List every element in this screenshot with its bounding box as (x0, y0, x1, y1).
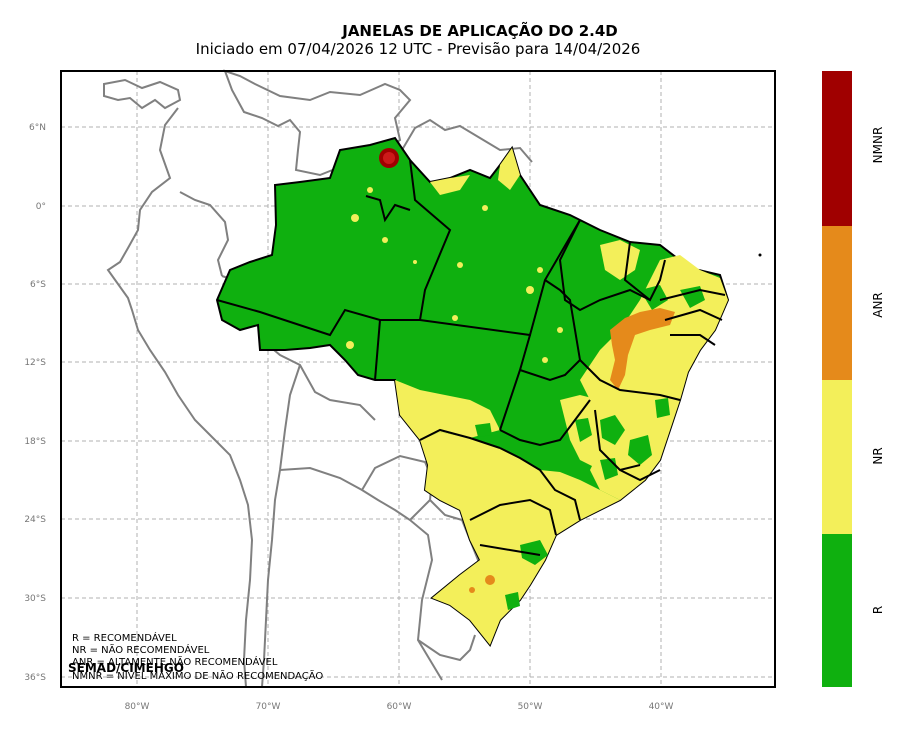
lat-ticks: 6°N 0° 6°S 12°S 18°S 24°S 30°S 36°S (24, 123, 46, 683)
nmnr-spot-core (383, 152, 395, 164)
map-subtitle: Iniciado em 07/04/2026 12 UTC - Previsão… (195, 40, 641, 58)
lon-tick: 80°W (125, 702, 150, 712)
legend-line: NMNR = NÍVEL MÁXIMO DE NÃO RECOMENDAÇÃO (72, 669, 323, 682)
colorbar-label: R (871, 606, 885, 614)
lat-tick: 18°S (24, 437, 46, 447)
lat-tick: 36°S (24, 673, 46, 683)
category-legend: R = RECOMENDÁVEL NR = NÃO RECOMENDÁVEL A… (72, 631, 323, 682)
map-frame (60, 70, 776, 688)
state-borders (216, 159, 726, 556)
colorbar-segment-nr (822, 380, 852, 534)
legend-line: NR = NÃO RECOMENDÁVEL (72, 643, 210, 656)
lat-tick: 0° (36, 202, 46, 212)
colorbar-label: ANR (871, 292, 885, 318)
credit-label: SEMAD/CIMEHGO (68, 661, 184, 675)
lat-tick: 6°S (30, 280, 46, 290)
r-patches (475, 285, 705, 610)
colorbar-label: NMNR (871, 127, 885, 164)
lat-tick: 30°S (24, 594, 46, 604)
lon-tick: 50°W (518, 702, 543, 712)
nr-speckles (346, 187, 563, 363)
lat-tick: 24°S (24, 515, 46, 525)
lon-tick: 70°W (256, 702, 281, 712)
lon-tick: 60°W (387, 702, 412, 712)
colorbar-segment-nmnr (822, 71, 852, 226)
colorbar-segment-anr (822, 226, 852, 380)
colorbar: NMNR ANR NR R (822, 71, 885, 687)
lon-ticks: 80°W 70°W 60°W 50°W 40°W (125, 702, 674, 712)
colorbar-segment-r (822, 534, 852, 687)
map-title: JANELAS DE APLICAÇÃO DO 2.4D (342, 22, 618, 40)
anr-zones (469, 308, 675, 593)
lat-tick: 6°N (29, 123, 46, 133)
lon-tick: 40°W (649, 702, 674, 712)
legend-line: R = RECOMENDÁVEL (72, 631, 177, 644)
lat-tick: 12°S (24, 358, 46, 368)
colorbar-label: NR (871, 447, 885, 464)
island-dot (758, 253, 762, 257)
legend-line: ANR = ALTAMENTE NÃO RECOMENDÁVEL (72, 655, 278, 668)
